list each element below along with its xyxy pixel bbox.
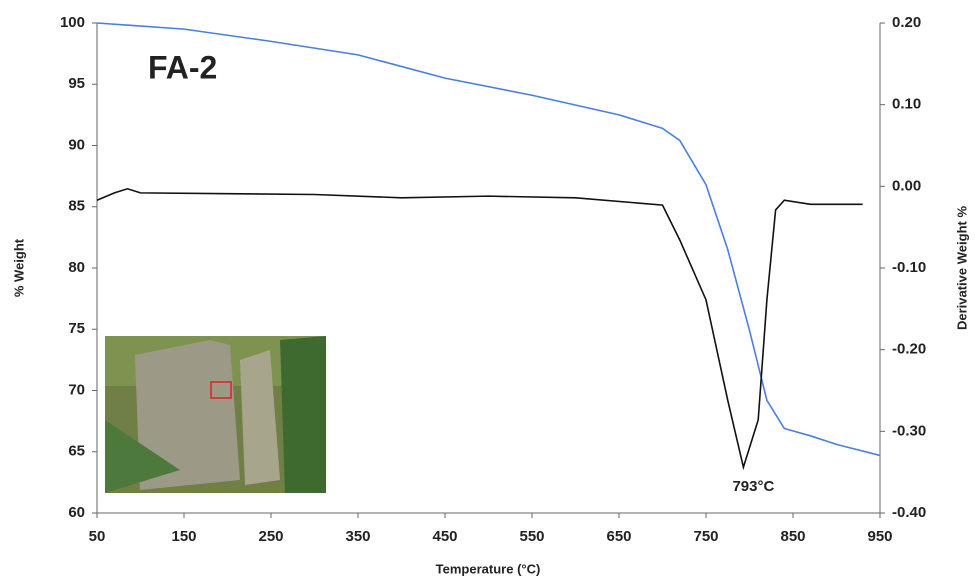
y2-tick-label: 0.00 bbox=[892, 177, 921, 194]
y2-tick-label: -0.40 bbox=[892, 504, 926, 521]
x-tick-label: 950 bbox=[867, 528, 892, 545]
y-tick-label: 80 bbox=[68, 259, 85, 276]
x-tick-label: 50 bbox=[89, 528, 106, 545]
y2-tick-label: -0.30 bbox=[892, 422, 926, 439]
x-tick-label: 150 bbox=[171, 528, 196, 545]
inset-photo bbox=[105, 336, 326, 493]
x-tick-label: 450 bbox=[432, 528, 457, 545]
y-tick-label: 90 bbox=[68, 136, 85, 153]
x-tick-label: 550 bbox=[519, 528, 544, 545]
y-tick-label: 75 bbox=[68, 320, 85, 337]
x-tick-label: 850 bbox=[780, 528, 805, 545]
y-tick-label: 65 bbox=[68, 443, 85, 460]
data-line bbox=[96, 187, 863, 471]
x-tick-label: 250 bbox=[258, 528, 283, 545]
y2-tick-label: 0.20 bbox=[892, 14, 921, 31]
x-tick-label: 650 bbox=[606, 528, 631, 545]
y-tick-label: 70 bbox=[68, 381, 85, 398]
y2-axis-label: Derivative Weight % bbox=[954, 206, 969, 330]
x-tick-label: 350 bbox=[345, 528, 370, 545]
y-tick-label: 100 bbox=[60, 14, 85, 31]
x-axis-label: Temperature (°C) bbox=[436, 561, 541, 576]
data-line bbox=[96, 22, 881, 457]
y-tick-label: 85 bbox=[68, 198, 85, 215]
y2-tick-label: -0.20 bbox=[892, 341, 926, 358]
y2-tick-label: -0.10 bbox=[892, 259, 926, 276]
annotation: 793°C bbox=[732, 478, 774, 495]
y2-tick-label: 0.10 bbox=[892, 96, 921, 113]
y-axis-label: % Weight bbox=[11, 238, 26, 297]
x-tick-label: 750 bbox=[693, 528, 718, 545]
y-tick-label: 60 bbox=[68, 504, 85, 521]
chart-title: FA-2 bbox=[148, 49, 217, 85]
y-tick-label: 95 bbox=[68, 75, 85, 92]
